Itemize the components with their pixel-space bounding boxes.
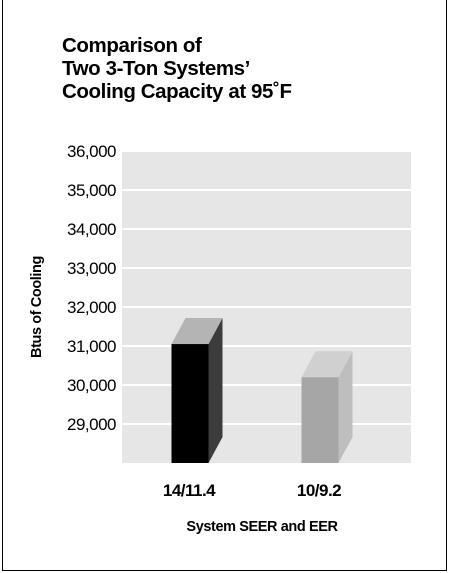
chart-title-line-3: Cooling Capacity at 95˚F [62, 80, 292, 103]
bars [171, 318, 353, 463]
x-axis-label: System SEER and EER [186, 519, 338, 535]
y-tick-label: 35,000 [67, 181, 116, 200]
bar-front [301, 377, 339, 463]
bar-side [338, 351, 353, 463]
bar-top [171, 318, 223, 345]
gridlines [122, 150, 411, 425]
y-tick-label: 32,000 [67, 298, 116, 317]
y-axis-ticks: 29,000 30,000 31,000 32,000 33,000 34,000 35,0… [67, 142, 117, 434]
y-tick-label: 30,000 [67, 376, 116, 395]
chart-title-line-1: Comparison of [62, 34, 202, 57]
chart-title: Comparison of Two 3-Ton Systems’ Cooling… [62, 34, 422, 103]
y-tick-label: 31,000 [67, 337, 116, 356]
bar-top [301, 351, 353, 378]
bar-side [208, 318, 223, 463]
bar-10/9.2 [301, 351, 353, 463]
y-tick-label: 33,000 [67, 259, 116, 278]
y-tick-label: 29,000 [67, 415, 116, 434]
y-tick-label: 34,000 [67, 220, 116, 239]
chart-title-line-2: Two 3-Ton Systems’ [62, 57, 250, 80]
bar-front [171, 344, 209, 463]
y-axis-label: Btus of Cooling [29, 256, 45, 358]
bar-14/11.4 [171, 318, 223, 463]
y-tick-label: 36,000 [67, 142, 116, 161]
x-category-label: 10/9.2 [297, 481, 341, 500]
x-axis-categories: 14/11.4 10/9.2 [163, 481, 342, 500]
x-category-label: 14/11.4 [163, 481, 216, 500]
